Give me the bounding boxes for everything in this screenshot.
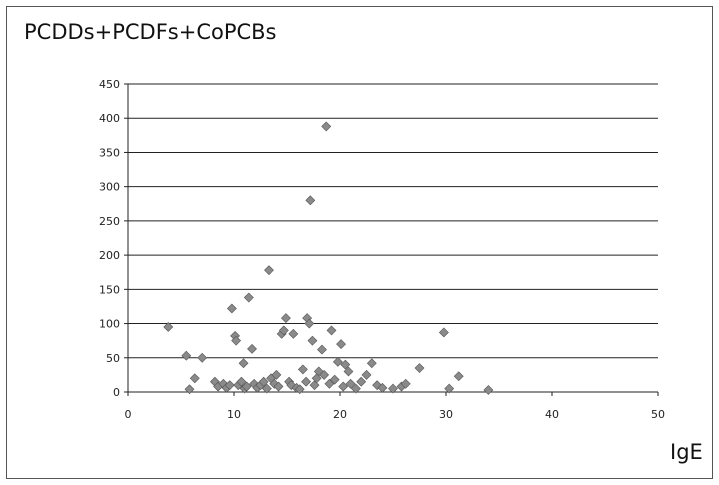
chart-frame (6, 6, 713, 479)
data-point (236, 376, 247, 387)
x-tick-label: 10 (227, 408, 241, 421)
data-point (345, 378, 356, 389)
data-point (238, 358, 249, 369)
data-point (414, 363, 425, 373)
data-point (400, 378, 411, 389)
data-point (332, 356, 343, 367)
data-point (226, 303, 237, 314)
data-point (336, 339, 346, 350)
data-point (356, 376, 367, 387)
data-point (281, 313, 291, 324)
data-point (278, 325, 289, 336)
data-point (453, 371, 464, 382)
data-point (247, 343, 257, 354)
data-point (305, 195, 316, 206)
x-axis-label: IgE (670, 440, 703, 464)
data-point (340, 359, 351, 370)
data-point (184, 384, 195, 395)
y-tick-label: 150 (99, 283, 120, 296)
data-point (438, 327, 449, 338)
data-point (261, 383, 272, 394)
data-point (319, 369, 330, 380)
x-tick-label: 20 (333, 408, 347, 421)
data-point (361, 369, 372, 380)
y-tick-label: 200 (99, 249, 120, 262)
data-point (294, 384, 305, 395)
data-point (241, 381, 252, 392)
data-point (326, 325, 337, 336)
data-point (243, 292, 254, 303)
data-point (350, 383, 361, 394)
data-point (483, 385, 494, 395)
data-point (338, 381, 349, 392)
data-point (258, 376, 269, 387)
x-tick-label: 40 (545, 408, 559, 421)
data-point (181, 350, 192, 361)
data-point (301, 376, 312, 387)
x-tick-label: 0 (125, 408, 132, 421)
y-tick-label: 450 (99, 78, 120, 91)
chart-title: PCDDs+PCDFs+CoPCBs (24, 20, 277, 44)
data-points (163, 121, 494, 395)
y-tick-label: 400 (99, 112, 120, 125)
data-point (388, 383, 398, 394)
x-tick-label: 50 (651, 408, 665, 421)
data-point (288, 328, 299, 339)
data-point (329, 374, 340, 385)
data-point (317, 344, 327, 355)
data-point (297, 364, 308, 375)
y-tick-labels: 0 50 100 150 200 250 300 350 400 450 (99, 78, 120, 399)
y-tick-label: 350 (99, 146, 120, 159)
y-tick-label: 0 (113, 386, 120, 399)
data-point (307, 335, 318, 346)
data-point (444, 383, 455, 394)
data-point (264, 265, 274, 276)
data-point (224, 380, 235, 391)
y-tick-label: 250 (99, 215, 120, 228)
data-point (271, 369, 282, 380)
data-point (273, 381, 284, 392)
data-point (321, 121, 332, 132)
y-tick-label: 300 (99, 181, 120, 194)
data-point (377, 382, 388, 393)
data-point (366, 358, 377, 369)
data-point (343, 366, 354, 377)
x-tick-label: 30 (439, 408, 453, 421)
axes (124, 83, 659, 396)
data-point (304, 318, 315, 329)
data-point (189, 373, 200, 384)
y-tick-label: 50 (106, 352, 120, 365)
x-tick-labels: 0 10 20 30 40 50 (125, 408, 666, 421)
data-point (197, 352, 208, 363)
data-point (231, 335, 242, 346)
data-point (163, 322, 174, 332)
y-tick-label: 100 (99, 318, 120, 331)
gridlines (128, 83, 658, 393)
